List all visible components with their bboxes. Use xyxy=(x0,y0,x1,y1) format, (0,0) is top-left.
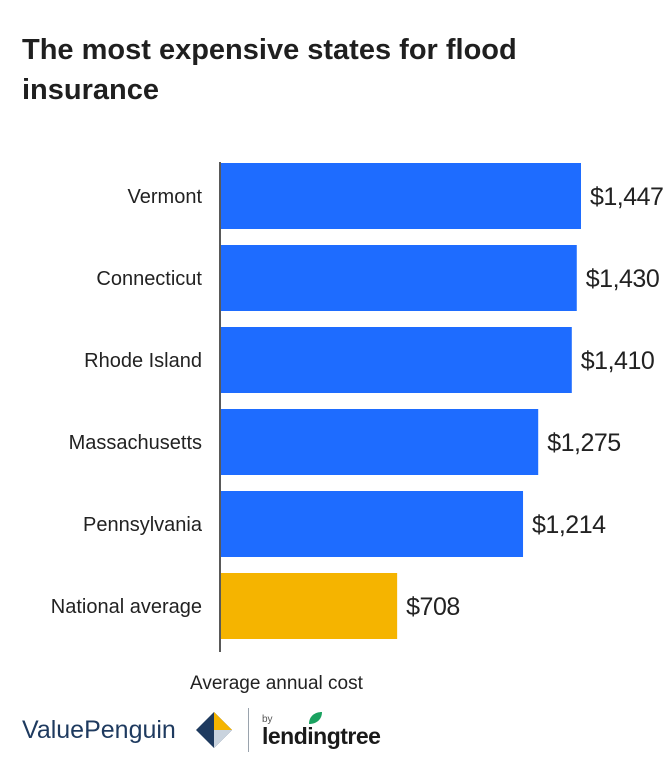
value-label: $1,410 xyxy=(581,347,654,375)
category-label: Connecticut xyxy=(96,268,202,290)
value-label: $708 xyxy=(406,593,460,621)
category-label: Pennsylvania xyxy=(83,514,203,536)
valuepenguin-logo-text: ValuePenguin xyxy=(22,716,176,744)
valuepenguin-logo-icon xyxy=(196,712,232,748)
bar-vermont xyxy=(221,163,581,229)
lendingtree-by-text: by xyxy=(262,714,273,725)
category-label: National average xyxy=(51,596,202,618)
category-label: Massachusetts xyxy=(69,432,202,454)
footer-logos: ValuePenguin by lendingtree xyxy=(22,706,422,756)
value-label: $1,275 xyxy=(547,429,620,457)
bar-connecticut xyxy=(221,245,577,311)
category-label: Rhode Island xyxy=(84,350,202,372)
bar-pennsylvania xyxy=(221,491,524,557)
bar-rhode-island xyxy=(221,327,572,393)
x-axis-label: Average annual cost xyxy=(190,673,363,694)
leaf-icon xyxy=(309,712,322,724)
value-label: $1,447 xyxy=(590,183,663,211)
value-label: $1,430 xyxy=(586,265,659,293)
bar-massachusetts xyxy=(221,409,539,475)
bar-national-average xyxy=(221,573,398,639)
logo-divider xyxy=(248,708,249,752)
value-label: $1,214 xyxy=(532,511,606,539)
category-label: Vermont xyxy=(128,186,203,208)
lendingtree-logo-text: lendingtree xyxy=(262,723,381,749)
bar-chart: Vermont $1,447 Connecticut $1,430 Rhode Isla… xyxy=(51,162,664,652)
chart-title: The most expensive states for flood insu… xyxy=(22,34,517,106)
